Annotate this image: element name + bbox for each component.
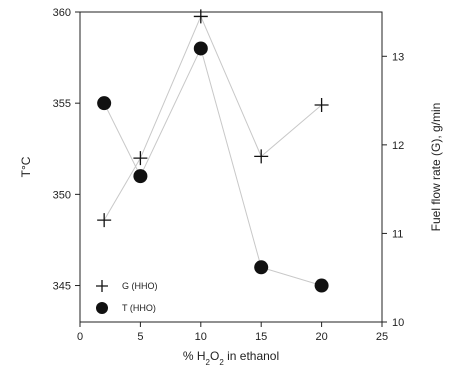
y-right-tick-label-12: 12	[392, 140, 404, 152]
g-hho-point-2	[193, 9, 208, 24]
g-hho-point-3	[254, 149, 269, 164]
legend-label-t-hho: T (HHO)	[122, 303, 156, 313]
y-right-tick-label-10: 10	[392, 317, 404, 329]
x-tick-label-25: 25	[376, 331, 388, 343]
g-hho-point-1	[133, 151, 148, 166]
y-left-axis-title: T°C	[19, 156, 33, 177]
y-left-tick-label-350: 350	[53, 189, 71, 201]
y-left-tick-label-360: 360	[53, 7, 71, 19]
t-hho-point-1	[133, 169, 148, 184]
y-right-axis-title: Fuel flow rate (G), g/min	[429, 103, 443, 232]
t-hho-point-4	[314, 278, 329, 293]
x-axis-title: % H2O2 in ethanol	[183, 349, 279, 365]
plot-frame	[79, 11, 383, 323]
legend-label-g-hho: G (HHO)	[122, 281, 158, 291]
t-hho-point-3	[254, 260, 269, 275]
y-right-tick-label-11: 11	[392, 228, 403, 240]
x-tick-label-5: 5	[137, 331, 143, 343]
x-tick-label-10: 10	[195, 331, 207, 343]
y-left-tick-label-355: 355	[53, 98, 71, 110]
x-tick-label-15: 15	[255, 331, 267, 343]
x-tick-label-0: 0	[77, 331, 83, 343]
t-hho-point-0	[97, 96, 112, 111]
legend-marker-t-hho	[96, 302, 108, 314]
g-hho-point-0	[97, 213, 112, 228]
series-line-g-hho	[103, 15, 322, 221]
legend-marker-g-hho	[96, 280, 108, 292]
y-right-tick-label-13: 13	[392, 51, 404, 63]
y-left-tick-label-345: 345	[53, 281, 71, 293]
x-tick-label-20: 20	[315, 331, 327, 343]
t-hho-point-2	[193, 41, 208, 56]
series-line-t-hho	[103, 47, 322, 287]
g-hho-point-4	[314, 98, 329, 112]
